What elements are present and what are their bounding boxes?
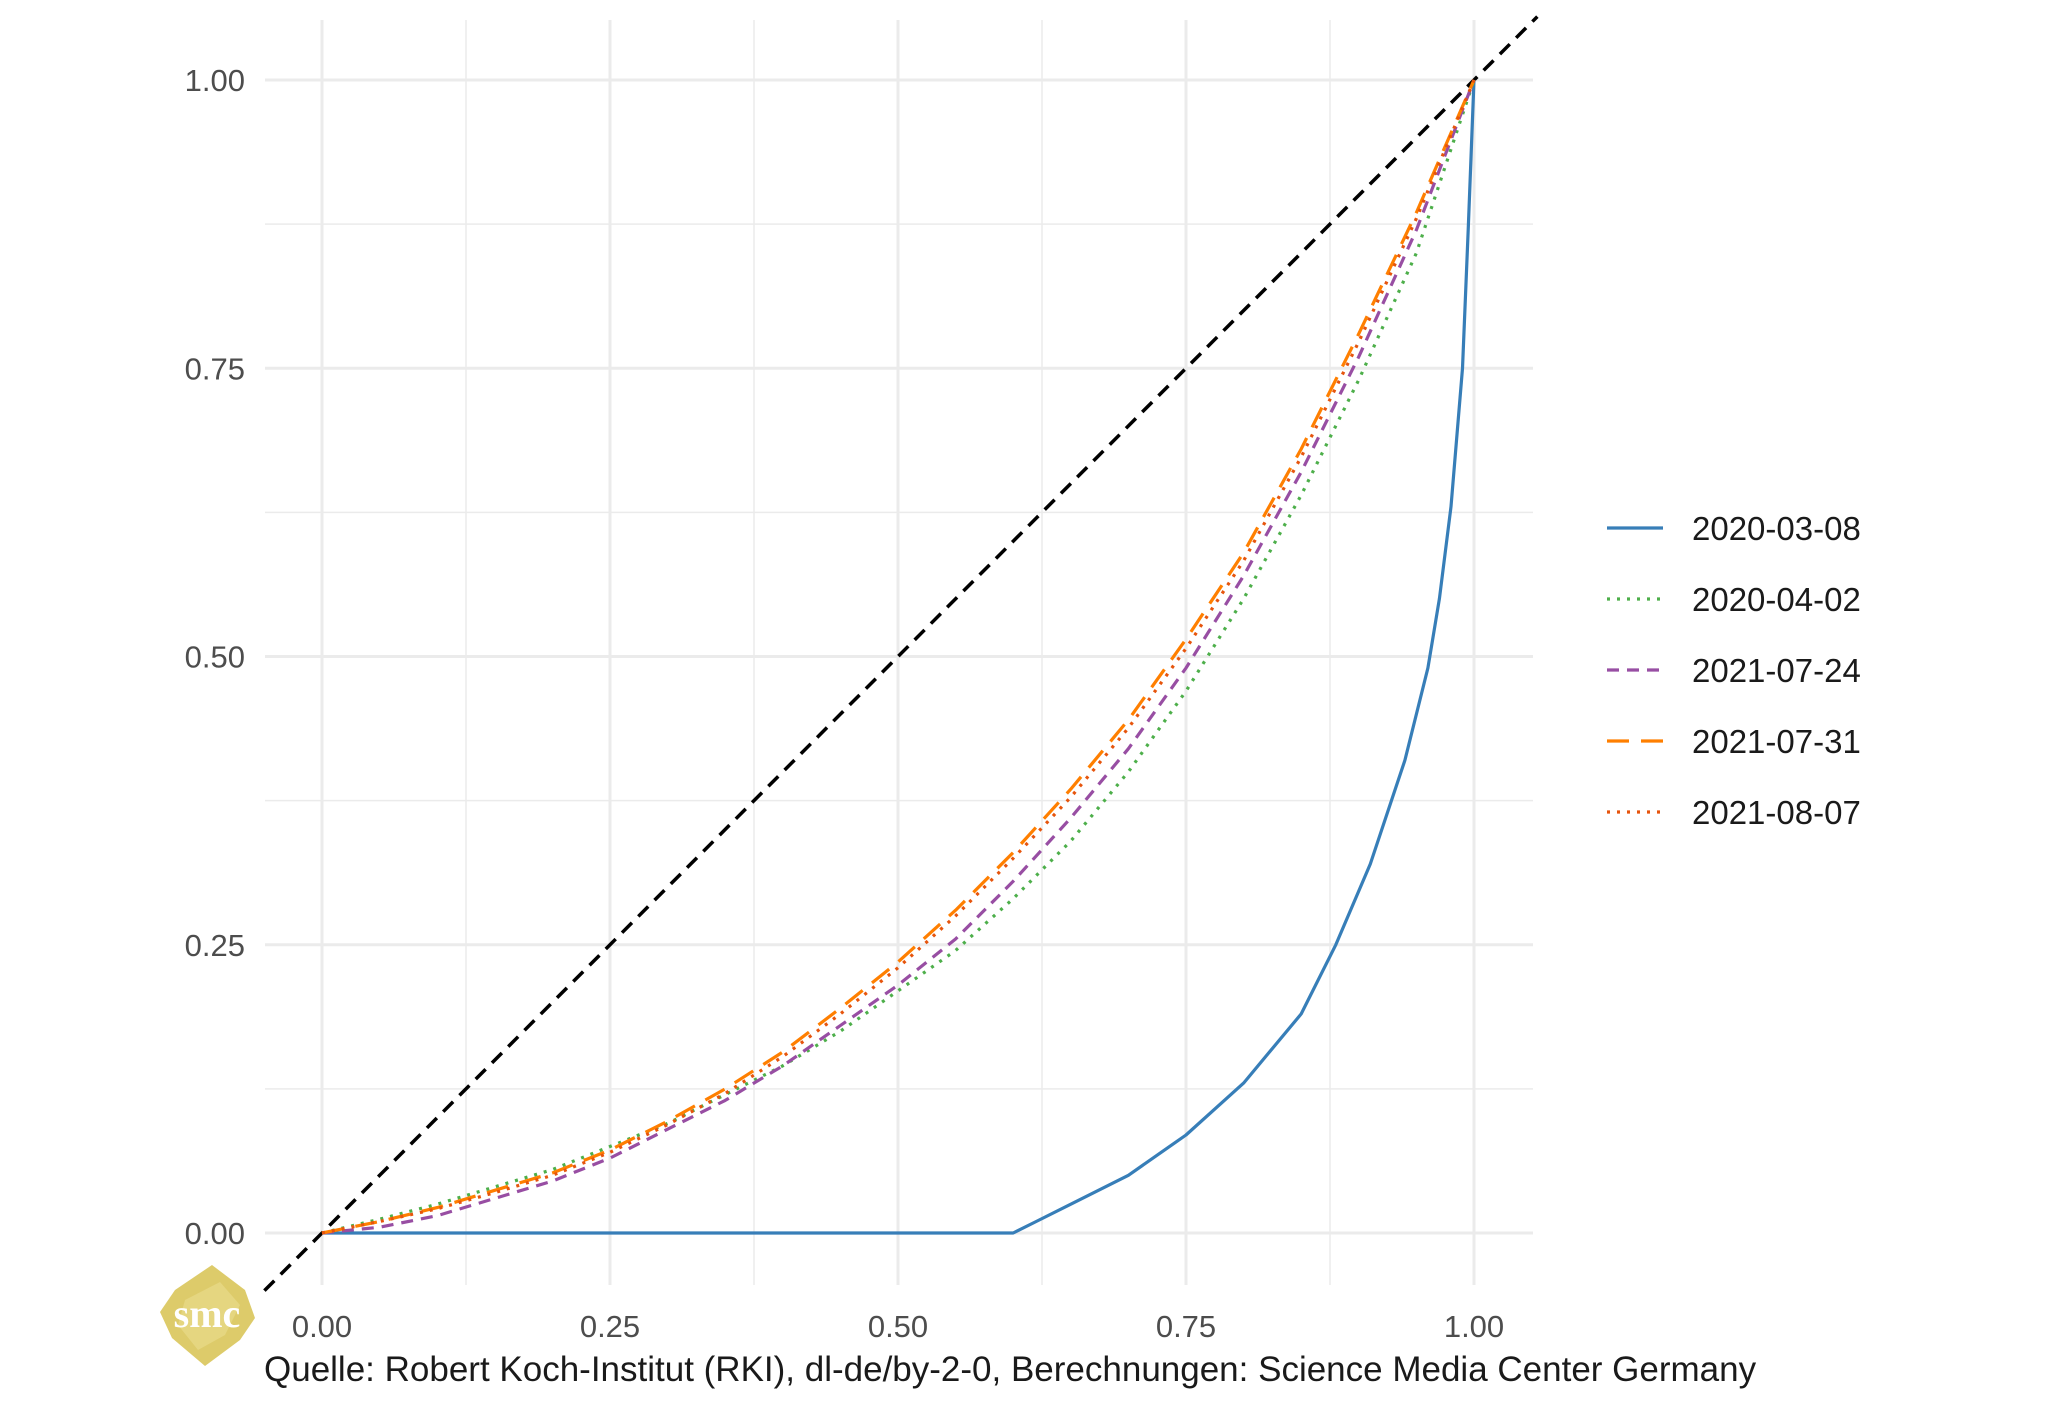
legend-label: 2020-04-02 (1692, 581, 1861, 618)
x-tick-label: 0.50 (868, 1309, 928, 1344)
x-tick-label: 0.25 (580, 1309, 640, 1344)
equality-line (263, 15, 1539, 1292)
legend-label: 2021-08-07 (1692, 794, 1861, 831)
axis-tick-labels: 0.00 0.25 0.50 0.75 1.00 0.00 0.25 0.50 0.75 1.00 (185, 63, 1505, 1344)
y-tick-label: 0.75 (185, 351, 245, 386)
y-tick-label: 0.25 (185, 928, 245, 963)
x-tick-label: 1.00 (1444, 1309, 1504, 1344)
legend-label: 2020-03-08 (1692, 510, 1861, 547)
legend-label: 2021-07-24 (1692, 652, 1861, 689)
y-tick-label: 1.00 (185, 63, 245, 98)
reference-line (263, 15, 1539, 1292)
grid (265, 20, 1533, 1285)
legend: 2020-03-08 2020-04-02 2021-07-24 2021-07-31… (1607, 510, 1861, 831)
x-tick-label: 0.75 (1156, 1309, 1216, 1344)
series-line-2021-08-07 (321, 79, 1476, 1235)
series-lines (321, 79, 1476, 1235)
y-tick-label: 0.50 (185, 640, 245, 675)
smc-logo-text: smc (174, 1291, 241, 1336)
smc-logo: smc (160, 1265, 255, 1366)
source-caption: Quelle: Robert Koch-Institut (RKI), dl-d… (264, 1350, 1757, 1389)
series-line-2020-03-08 (322, 79, 1476, 1235)
series-line-2021-07-31 (321, 79, 1476, 1235)
x-tick-label: 0.00 (292, 1309, 352, 1344)
y-tick-label: 0.00 (185, 1216, 245, 1251)
legend-label: 2021-07-31 (1692, 723, 1861, 760)
